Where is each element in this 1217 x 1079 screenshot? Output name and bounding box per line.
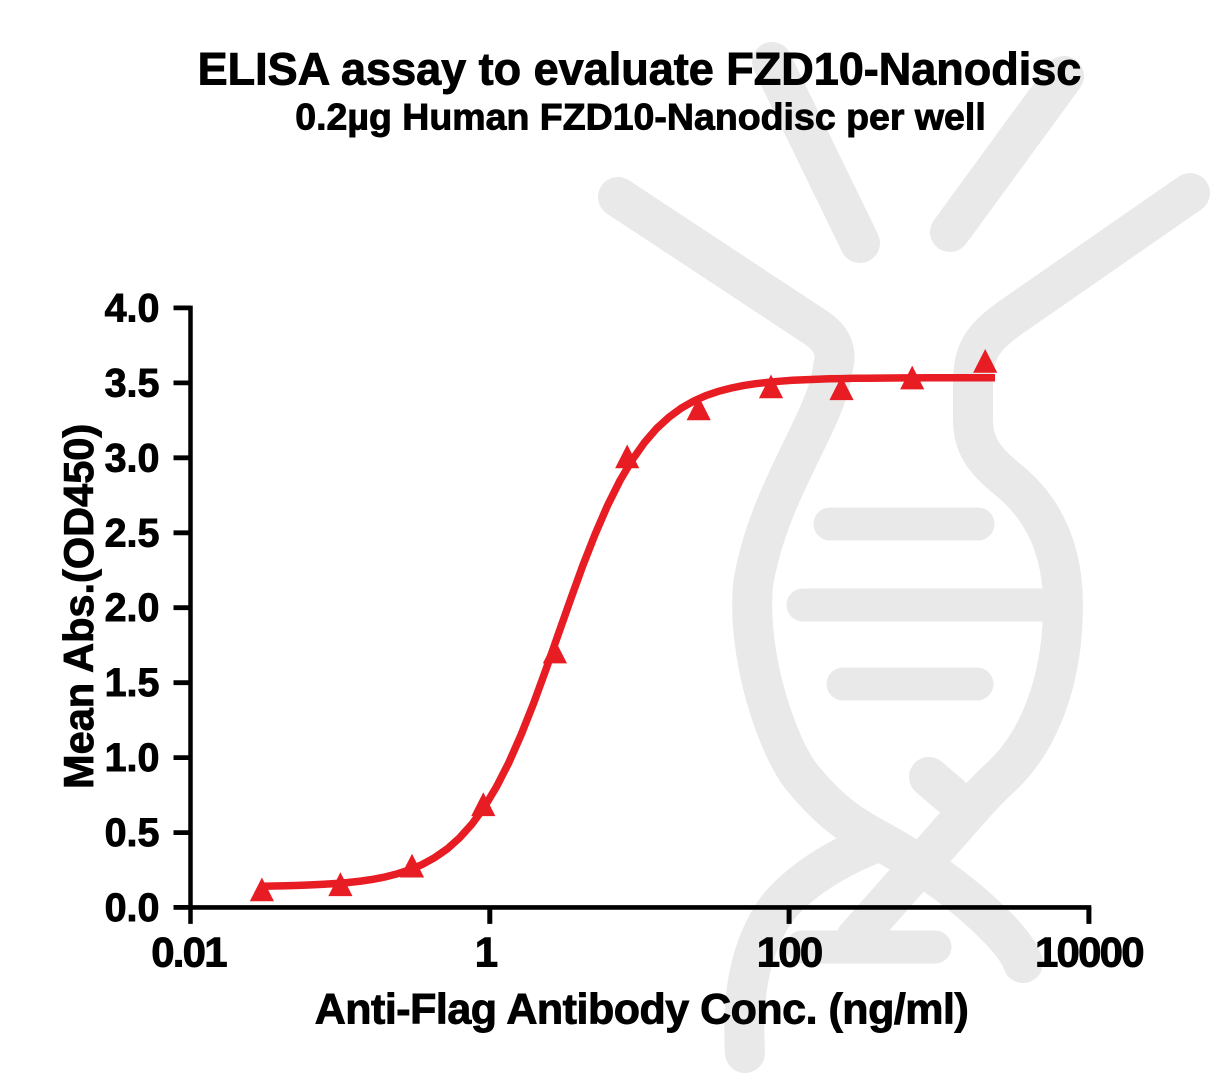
svg-text:ELISA assay to evaluate FZD10-: ELISA assay to evaluate FZD10-Nanodisc [198,43,1082,94]
svg-text:2.5: 2.5 [105,511,160,555]
svg-text:0.01: 0.01 [151,928,227,975]
svg-text:1: 1 [475,928,498,975]
svg-text:Anti-Flag Antibody Conc. (ng/m: Anti-Flag Antibody Conc. (ng/ml) [315,986,969,1034]
svg-text:2.0: 2.0 [105,586,160,630]
svg-text:1.5: 1.5 [105,661,160,705]
svg-text:Mean Abs.(OD450): Mean Abs.(OD450) [55,424,102,789]
svg-text:100: 100 [757,928,822,975]
svg-text:10000: 10000 [1035,928,1143,975]
svg-text:0.2µg Human FZD10-Nanodisc per: 0.2µg Human FZD10-Nanodisc per well [295,96,986,138]
svg-text:3.0: 3.0 [105,436,160,480]
svg-text:4.0: 4.0 [105,286,160,330]
svg-text:1.0: 1.0 [105,736,160,780]
svg-text:3.5: 3.5 [105,361,160,405]
svg-text:0.5: 0.5 [105,811,160,855]
svg-text:0.0: 0.0 [105,886,160,930]
